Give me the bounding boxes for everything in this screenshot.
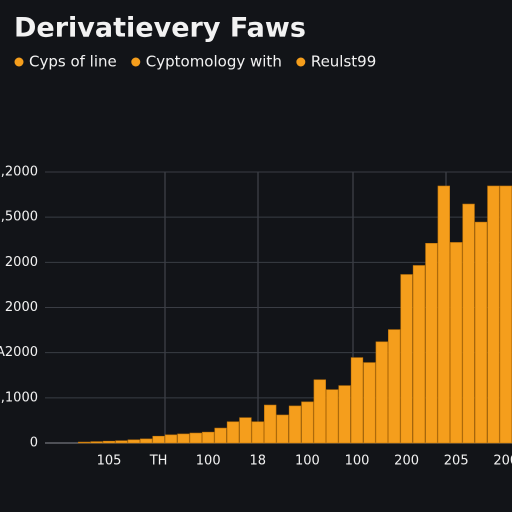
bar — [214, 427, 227, 444]
y-tick-label: ,2000 — [1, 165, 38, 180]
x-tick-label: 100 — [295, 454, 320, 469]
legend-label: Cyptomology with — [146, 53, 282, 71]
y-tick-label: 0 — [30, 436, 38, 451]
bar — [301, 401, 314, 444]
legend-marker — [296, 57, 306, 67]
legend-marker — [131, 57, 141, 67]
bar — [313, 379, 326, 444]
bar — [425, 243, 438, 444]
bar — [375, 341, 388, 444]
x-tick-label: 205 — [444, 454, 469, 469]
bar — [363, 362, 376, 444]
legend-label: Reulst99 — [311, 53, 376, 71]
bar — [462, 203, 475, 444]
y-tick-label: A2000 — [0, 345, 38, 360]
bar — [164, 434, 178, 444]
bar — [412, 265, 426, 444]
bar — [487, 185, 500, 444]
x-tick-label: 200 — [493, 454, 512, 469]
bar — [276, 414, 289, 444]
bar — [78, 441, 91, 444]
y-tick-label: ,5000 — [1, 210, 38, 225]
bar — [90, 441, 103, 444]
bar — [350, 357, 364, 444]
y-tick-label: 2000 — [5, 300, 38, 315]
legend-label: Cyps of line — [29, 53, 117, 71]
bar — [140, 438, 153, 444]
x-tick-label: 100 — [345, 454, 370, 469]
bar — [499, 185, 512, 444]
bar — [450, 242, 463, 444]
x-tick-label: 200 — [394, 454, 419, 469]
x-tick-label: 105 — [97, 454, 122, 469]
bar — [400, 274, 413, 444]
bar — [239, 417, 252, 444]
bar — [152, 435, 165, 444]
chart-title: Derivatievery Faws — [14, 13, 306, 44]
legend-marker — [14, 57, 24, 67]
y-tick-label: ,1000 — [1, 390, 38, 405]
x-tick-label: TH — [149, 454, 168, 469]
bar — [115, 440, 128, 444]
bar — [189, 432, 202, 444]
bar — [326, 389, 339, 444]
bar — [127, 439, 140, 444]
bar — [288, 405, 302, 444]
bar — [226, 421, 240, 444]
bar — [102, 440, 116, 444]
bar — [474, 221, 488, 444]
bar — [338, 385, 351, 444]
bar — [251, 421, 264, 444]
y-tick-label: 2000 — [5, 255, 38, 270]
bar — [202, 431, 215, 444]
bar — [437, 185, 450, 444]
bar — [177, 433, 190, 444]
bar — [264, 404, 277, 444]
x-tick-label: 18 — [250, 454, 267, 469]
x-tick-label: 100 — [196, 454, 221, 469]
bar — [388, 329, 401, 444]
